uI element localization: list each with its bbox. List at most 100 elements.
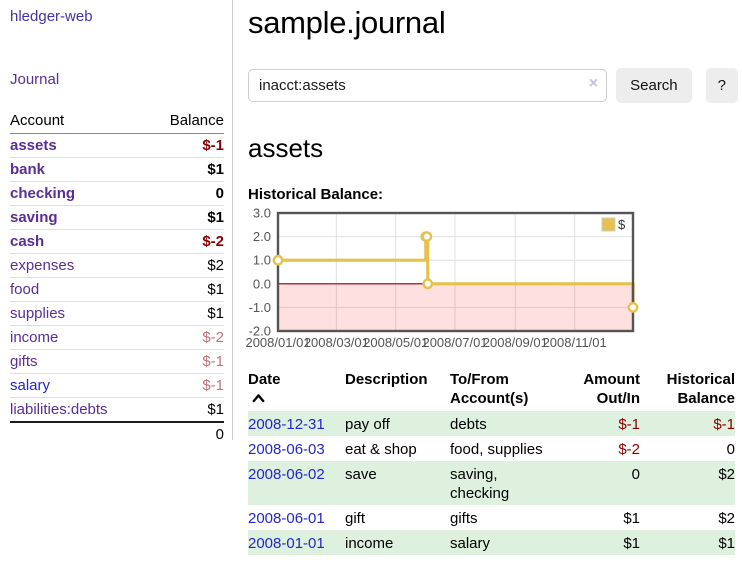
account-link[interactable]: assets — [10, 137, 57, 154]
sidebar-item-journal[interactable]: Journal — [10, 71, 60, 88]
account-balance: $-1 — [147, 373, 224, 398]
sidebar: hledger-web Journal Account Balance asse… — [0, 0, 233, 446]
account-link[interactable]: income — [10, 329, 59, 346]
account-balance: 0 — [147, 181, 224, 206]
balance-column-header: Balance — [147, 109, 224, 134]
chart-legend: $ — [601, 217, 626, 232]
account-link[interactable]: checking — [10, 185, 76, 202]
account-row: gifts $-1 — [10, 349, 224, 374]
register-row: 2008-06-03 eat & shop food, supplies $-2 0 — [248, 436, 735, 461]
register-date-link[interactable]: 2008-06-02 — [248, 466, 325, 483]
account-link[interactable]: salary — [10, 377, 51, 394]
y-axis-tick-label: 2.0 — [253, 229, 271, 244]
account-heading: assets — [248, 133, 324, 163]
account-link[interactable]: expenses — [10, 257, 75, 274]
y-axis-tick-label: -1.0 — [249, 300, 271, 315]
register-amount-cell: $1 — [623, 535, 640, 552]
register-description-cell: eat & shop — [345, 441, 417, 458]
account-row: checking 0 — [10, 181, 224, 206]
account-link[interactable]: food — [10, 281, 40, 298]
account-tree-table: Account Balance assets $-1 bank $1 checking 0… — [10, 109, 224, 446]
account-link[interactable]: gifts — [10, 353, 38, 370]
register-description-cell: pay off — [345, 416, 390, 433]
register-balance-cell: $2 — [718, 510, 735, 527]
main-content: sample.journal × Search ? assets Histori… — [245, 0, 738, 555]
account-link[interactable]: liabilities:debts — [10, 401, 108, 418]
chart-title: Historical Balance: — [248, 186, 384, 203]
register-date-link[interactable]: 2008-01-01 — [248, 535, 325, 552]
register-date-cell: 2008-06-01 — [248, 505, 345, 530]
register-header-row: Date Description To/From Account(s) Amoun… — [248, 368, 735, 411]
register-date-link[interactable]: 2008-12-31 — [248, 416, 325, 433]
balance-column-header-main[interactable]: Historical Balance — [666, 371, 735, 407]
description-column-header[interactable]: Description — [345, 371, 428, 388]
register-row: 2008-12-31 pay off debts $-1 $-1 — [248, 411, 735, 436]
account-total-row: 0 — [10, 421, 224, 446]
register-date-cell: 2008-06-02 — [248, 461, 345, 505]
chart-point — [627, 302, 639, 313]
register-amount-cell: 0 — [631, 466, 640, 483]
register-rows: 2008-12-31 pay off debts $-1 $-1 2008-06-03 ea… — [248, 411, 735, 555]
account-row: liabilities:debts $1 — [10, 397, 224, 422]
svg-text:$: $ — [618, 217, 626, 232]
search-input[interactable] — [248, 69, 608, 102]
chart-point — [272, 254, 284, 266]
account-row: salary $-1 — [10, 373, 224, 398]
y-axis-tick-label: -2.0 — [249, 324, 271, 339]
register-accounts-cell: salary — [450, 535, 491, 552]
register-description-cell: income — [345, 535, 394, 552]
y-axis-tick-label: 3.0 — [253, 206, 271, 221]
negative-region — [278, 283, 633, 331]
sort-ascending-icon — [252, 389, 345, 408]
register-accounts-cell: saving, checking — [450, 466, 510, 502]
account-balance: $1 — [147, 277, 224, 302]
register-balance-cell: 0 — [726, 441, 735, 458]
x-axis-tick-label: 2008/09/01 — [483, 335, 548, 350]
account-balance: $2 — [147, 253, 224, 278]
register-row: 2008-06-02 save saving, checking 0 $2 — [248, 461, 735, 505]
x-axis-tick-label: 2008/03/01 — [304, 335, 369, 350]
chart-point — [422, 278, 434, 290]
register-row: 2008-06-01 gift gifts $1 $2 — [248, 505, 735, 530]
register-date-cell: 2008-01-01 — [248, 530, 345, 555]
help-button[interactable]: ? — [705, 68, 738, 103]
register-row: 2008-01-01 income salary $1 $1 — [248, 530, 735, 555]
register-date-cell: 2008-12-31 — [248, 411, 345, 436]
account-balance: $-1 — [147, 349, 224, 374]
register-balance-cell: $1 — [718, 535, 735, 552]
account-row: income $-2 — [10, 325, 224, 350]
account-link[interactable]: supplies — [10, 305, 66, 322]
account-balance: $1 — [147, 301, 224, 326]
account-link[interactable]: bank — [10, 161, 46, 178]
date-column-header[interactable]: Date — [248, 368, 345, 411]
accounts-column-header[interactable]: To/From Account(s) — [450, 371, 529, 407]
register-date-link[interactable]: 2008-06-03 — [248, 441, 325, 458]
search-bar: × Search ? — [248, 68, 738, 103]
search-button[interactable]: Search — [616, 68, 692, 103]
account-balance: $1 — [147, 205, 224, 230]
account-balance: $-2 — [147, 229, 224, 254]
app-brand-link[interactable]: hledger-web — [10, 8, 93, 25]
account-balance: $1 — [147, 157, 224, 182]
account-tree-header: Account Balance — [10, 109, 224, 134]
account-balance: $-2 — [147, 325, 224, 350]
register-balance-cell: $2 — [718, 466, 735, 483]
account-balance: $-1 — [202, 137, 224, 154]
amount-column-header[interactable]: Amount Out/In — [583, 371, 640, 407]
account-link[interactable]: saving — [10, 209, 58, 226]
register-balance-cell: $-1 — [713, 416, 735, 433]
account-row: food $1 — [10, 277, 224, 302]
register-amount-cell: $-2 — [618, 441, 640, 458]
account-row: saving $1 — [10, 205, 224, 230]
register-description-cell: save — [345, 466, 377, 483]
historical-balance-chart[interactable]: $3.0 2.0 1.0 0.0 -1.0 -2.0 2008/01/01 2008/03/0… — [245, 206, 735, 352]
account-row: cash $-2 — [10, 229, 224, 254]
clear-search-icon[interactable]: × — [588, 75, 599, 92]
account-row: bank $1 — [10, 157, 224, 182]
account-row: supplies $1 — [10, 301, 224, 326]
y-axis-tick-label: 0.0 — [253, 276, 271, 291]
account-total-value: 0 — [10, 421, 224, 446]
register-date-cell: 2008-06-03 — [248, 436, 345, 461]
register-date-link[interactable]: 2008-06-01 — [248, 510, 325, 527]
account-link[interactable]: cash — [10, 233, 45, 250]
